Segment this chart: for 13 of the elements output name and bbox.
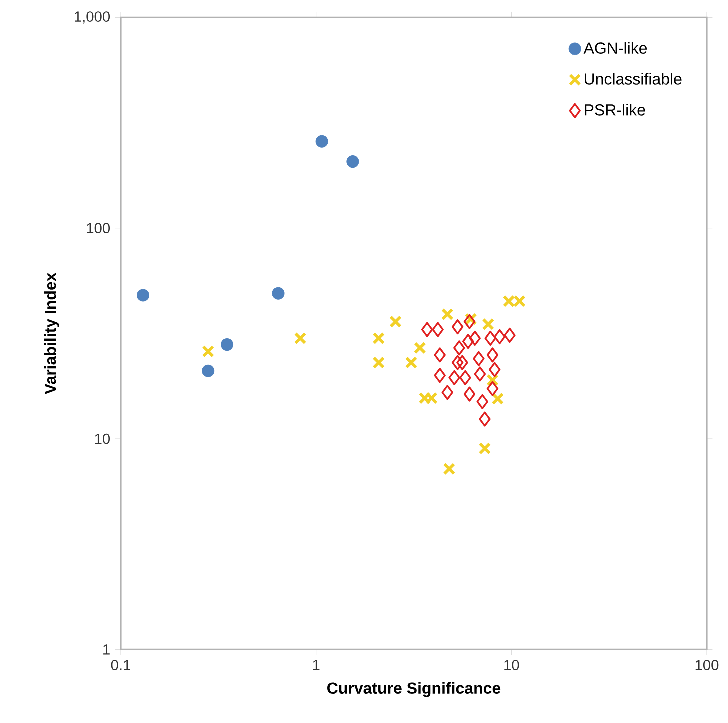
x-tick-label: 0.1 xyxy=(111,660,130,671)
y-tick-label: 1,000 xyxy=(75,12,110,24)
x-tick-label: 100 xyxy=(696,660,719,671)
legend-label: Unclassifiable xyxy=(585,73,682,86)
legend-label: PSR-like xyxy=(585,104,646,116)
y-tick-label: 10 xyxy=(95,434,110,444)
x-tick-label: 1 xyxy=(313,660,320,670)
legend-label: AGN-like xyxy=(584,42,648,54)
y-tick-label: 1 xyxy=(104,644,110,655)
y-axis-title: Variability Index xyxy=(44,273,60,395)
x-tick-label: 10 xyxy=(504,660,520,671)
y-tick-label: 100 xyxy=(87,223,110,234)
x-axis-title: Curvature Significance xyxy=(328,682,501,698)
